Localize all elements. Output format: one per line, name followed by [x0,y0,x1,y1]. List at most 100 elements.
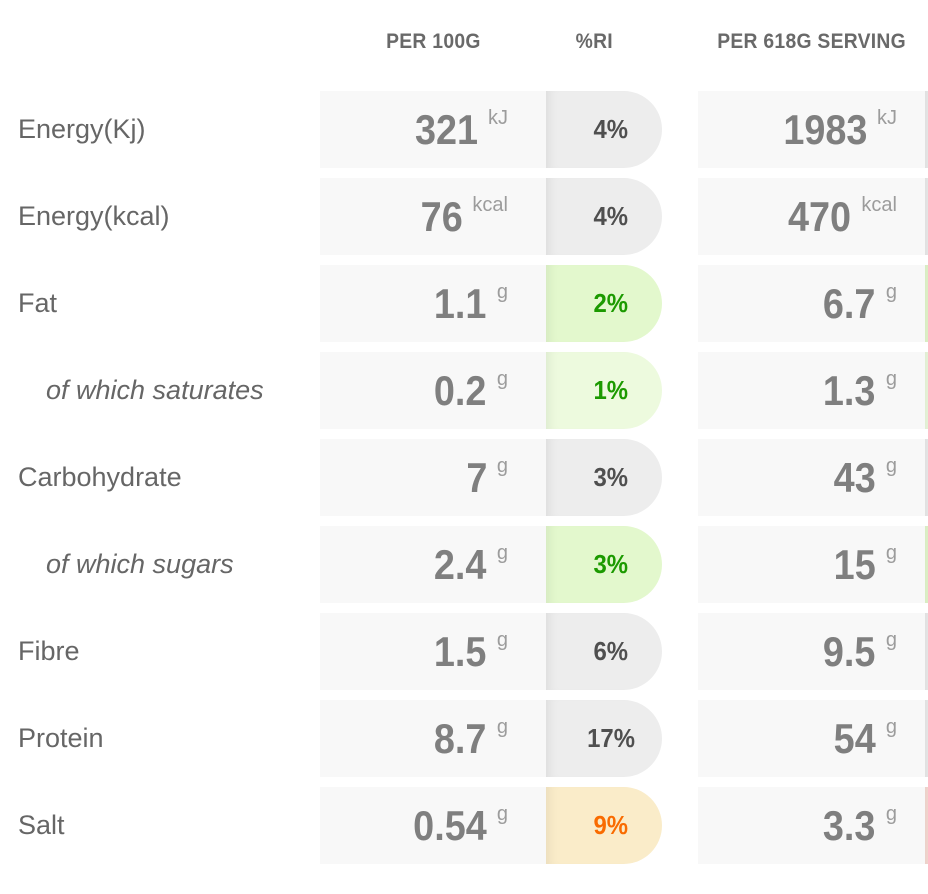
nutrient-label: of which saturates [46,375,264,405]
nutrient-unit: g [885,716,897,738]
nutrient-unit: g [885,542,897,564]
nutrient-unit: g [885,281,897,303]
per-100g-value-box: 2.4 g [320,526,546,603]
serving-ri-pill-cutoff [925,700,928,777]
nutrient-value: 1.3 [823,367,876,414]
serving-ri-pill-cutoff [925,265,928,342]
ri-percent-pill: 4% [546,178,662,255]
per-serving-value-box: 43 g [698,439,925,516]
table-row-saturates: of which saturates 0.2 g 1% 1.3 g [0,352,928,429]
table-row-energy-kcal: Energy(kcal) 76 kcal 4% 470 kcal [0,178,928,255]
serving-ri-pill-cutoff [925,613,928,690]
table-row-sugars: of which sugars 2.4 g 3% 15 g [0,526,928,603]
column-header-ri: %RI [546,30,642,54]
per-100g-value-box: 76 kcal [320,178,546,255]
nutrient-value: 15 [833,541,876,588]
nutrient-value: 43 [833,454,876,501]
per-serving-value-box: 15 g [698,526,925,603]
per-serving-value-box: 1983 kJ [698,91,925,168]
per-100g-value-box: 0.54 g [320,787,546,864]
nutrient-value: 0.54 [413,802,487,849]
per-serving-value-box: 470 kcal [698,178,925,255]
nutrient-label: Energy(kcal) [18,201,170,231]
ri-percent-pill: 6% [546,613,662,690]
serving-ri-pill-cutoff [925,526,928,603]
nutrient-label: Energy(Kj) [18,114,146,144]
nutrient-value: 6.7 [823,280,876,327]
ri-percent-pill: 1% [546,352,662,429]
serving-ri-pill-cutoff [925,91,928,168]
ri-percent-value: 1% [593,375,629,405]
per-serving-value-box: 3.3 g [698,787,925,864]
ri-percent-pill: 3% [546,439,662,516]
per-100g-value-box: 0.2 g [320,352,546,429]
nutrient-unit: g [885,629,897,651]
nutrient-unit: g [885,803,897,825]
nutrient-label: Fibre [18,636,80,666]
ri-percent-value: 3% [593,462,629,492]
ri-percent-value: 3% [593,549,629,579]
nutrient-label: Salt [18,810,65,840]
nutrient-unit: kcal [472,194,508,216]
table-row-salt: Salt 0.54 g 9% 3.3 g [0,787,928,864]
serving-ri-pill-cutoff [925,178,928,255]
nutrient-unit: g [496,281,508,303]
nutrient-unit: g [496,716,508,738]
nutrient-value: 54 [833,715,876,762]
ri-percent-value: 6% [593,636,629,666]
nutrient-value: 76 [420,193,463,240]
nutrient-unit: kJ [877,107,897,129]
table-row-fibre: Fibre 1.5 g 6% 9.5 g [0,613,928,690]
nutrient-value: 3.3 [823,802,876,849]
nutrient-label: Protein [18,723,104,753]
nutrient-value: 470 [788,193,852,240]
ri-percent-pill: 3% [546,526,662,603]
table-body: Energy(Kj) 321 kJ 4% 1983 kJ Energy(kcal… [0,91,928,864]
nutrient-unit: g [496,803,508,825]
per-serving-value-box: 1.3 g [698,352,925,429]
nutrient-value: 8.7 [434,715,487,762]
column-header-per-100g-label: PER 100G [385,30,481,53]
table-row-carbohydrate: Carbohydrate 7 g 3% 43 g [0,439,928,516]
ri-percent-pill: 4% [546,91,662,168]
nutrient-value: 2.4 [434,541,487,588]
nutrient-unit: g [496,542,508,564]
nutrient-unit: g [496,629,508,651]
nutrient-value: 7 [465,454,487,501]
per-100g-value-box: 1.5 g [320,613,546,690]
ri-percent-pill: 2% [546,265,662,342]
nutrient-label: of which sugars [46,549,234,579]
ri-percent-value: 4% [593,114,629,144]
nutrient-label: Carbohydrate [18,462,182,492]
ri-percent-pill: 9% [546,787,662,864]
column-header-per-serving-label: PER 618G SERVING [717,30,906,53]
nutrient-unit: kcal [861,194,897,216]
serving-ri-pill-cutoff [925,439,928,516]
column-header-ri-label: %RI [575,30,613,53]
serving-ri-pill-cutoff [925,352,928,429]
per-100g-value-box: 8.7 g [320,700,546,777]
nutrient-value: 1.1 [434,280,487,327]
per-100g-value-box: 1.1 g [320,265,546,342]
ri-percent-value: 2% [593,288,629,318]
table-row-fat: Fat 1.1 g 2% 6.7 g [0,265,928,342]
nutrient-unit: kJ [488,107,508,129]
nutrient-value: 321 [414,106,478,153]
serving-ri-pill-cutoff [925,787,928,864]
nutrient-label: Fat [18,288,58,318]
per-serving-value-box: 54 g [698,700,925,777]
nutrient-unit: g [885,368,897,390]
per-100g-value-box: 7 g [320,439,546,516]
per-serving-value-box: 6.7 g [698,265,925,342]
ri-percent-pill: 17% [546,700,662,777]
table-row-protein: Protein 8.7 g 17% 54 g [0,700,928,777]
per-100g-value-box: 321 kJ [320,91,546,168]
ri-percent-value: 4% [593,201,629,231]
nutrient-value: 9.5 [823,628,876,675]
column-header-per-100g: PER 100G [320,30,546,54]
nutrient-unit: g [496,455,508,477]
nutrient-value: 0.2 [434,367,487,414]
nutrient-value: 1983 [782,106,867,153]
nutrient-unit: g [496,368,508,390]
